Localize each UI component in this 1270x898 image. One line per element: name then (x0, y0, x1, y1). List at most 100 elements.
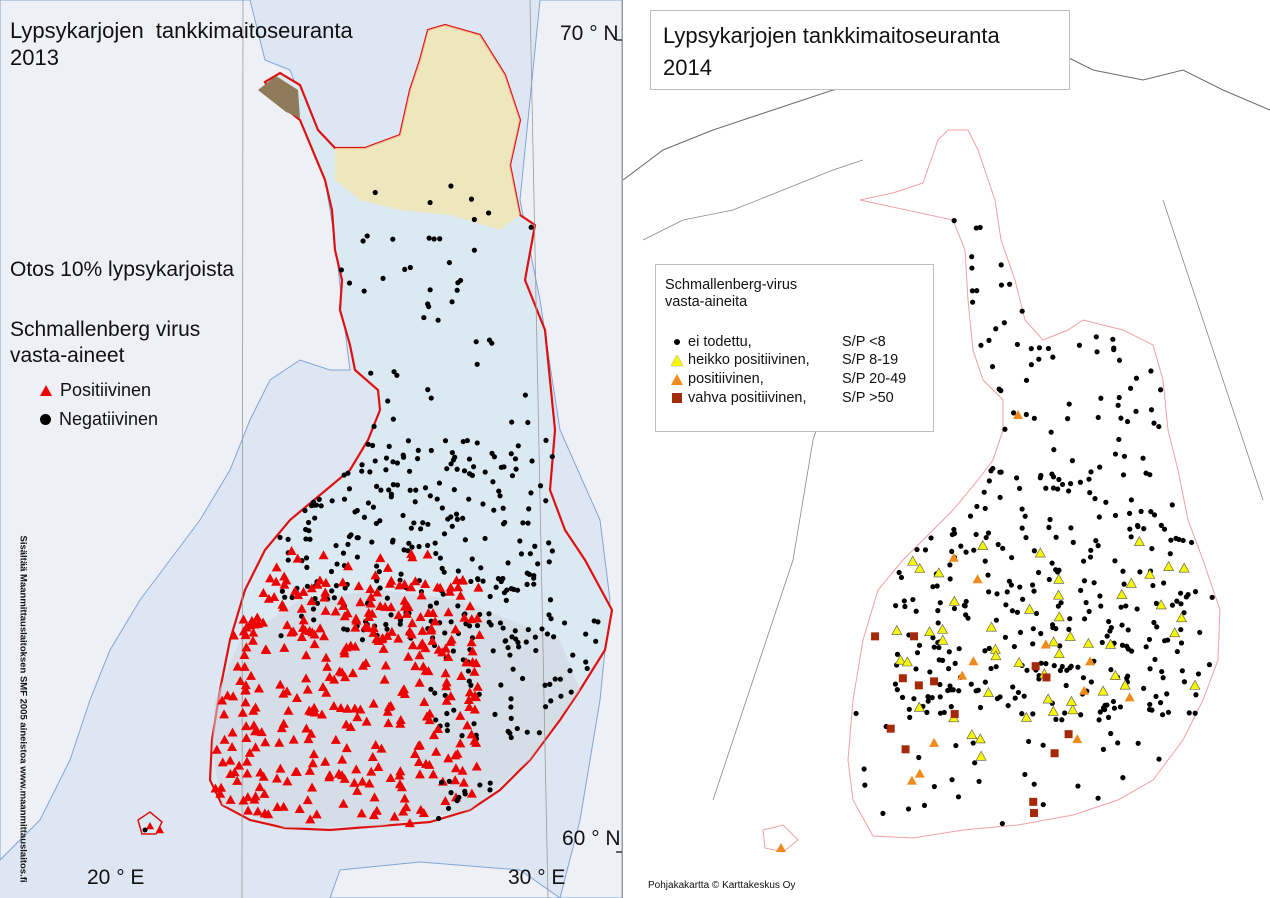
positive-point (278, 801, 289, 811)
positive-point (319, 592, 330, 602)
negative-point (989, 364, 996, 370)
negative-point (1169, 602, 1176, 608)
negative-point (341, 626, 347, 632)
negative-point (906, 706, 912, 712)
weak-positive-point (1176, 612, 1188, 623)
negative-point (1055, 486, 1061, 492)
negative-point (1177, 590, 1184, 596)
negative-point (1116, 394, 1122, 401)
positive-point (366, 592, 377, 602)
observation-points-2014 (776, 218, 1215, 852)
negative-point (1148, 509, 1154, 515)
negative-point (360, 238, 366, 244)
negative-point (398, 571, 404, 577)
map-2014-legend: Schmallenberg-virus vasta-aineita ei tod… (655, 264, 934, 432)
positive-point (455, 738, 466, 748)
negative-point (935, 620, 941, 626)
negative-point (985, 530, 992, 536)
positive-point (462, 720, 473, 730)
brown-square-icon (672, 393, 682, 403)
negative-point (492, 711, 498, 717)
positive-point (398, 806, 409, 816)
positive-point (314, 575, 325, 585)
negative-point (523, 639, 529, 645)
positive-point (467, 657, 478, 667)
negative-point (1031, 415, 1037, 421)
negative-point (1121, 581, 1127, 587)
negative-point (471, 247, 477, 253)
positive-point (445, 691, 456, 701)
negative-point (425, 301, 431, 307)
negative-point (390, 459, 396, 465)
legend-item-positive: positiivinen, S/P 20-49 (670, 370, 906, 388)
negative-point (312, 596, 318, 602)
strong-positive-point (1029, 797, 1038, 806)
positive-point (304, 765, 315, 775)
negative-point (345, 470, 351, 476)
negative-point (428, 686, 434, 692)
positive-point (376, 743, 387, 753)
positive-point (356, 808, 367, 818)
negative-point (1149, 545, 1155, 552)
negative-point (894, 687, 900, 693)
positive-point (414, 769, 425, 779)
negative-point (1174, 598, 1180, 604)
positive-point (290, 766, 301, 776)
positive-point (338, 798, 349, 808)
negative-point (1065, 488, 1072, 494)
weak-positive-point (1097, 685, 1109, 696)
positive-point (302, 795, 313, 805)
negative-point (955, 794, 962, 800)
positive-point (252, 726, 263, 736)
negative-point (914, 546, 920, 553)
negative-point (1011, 643, 1017, 650)
negative-point (1095, 414, 1101, 421)
negative-point (354, 507, 360, 514)
negative-point (406, 468, 413, 474)
negative-point (480, 501, 486, 507)
negative-point (978, 342, 984, 348)
negative-point (449, 299, 455, 305)
russia-outline (1162, 199, 1264, 501)
negative-point (486, 210, 492, 216)
negative-point (525, 520, 531, 526)
negative-point (1030, 626, 1036, 632)
negative-point (981, 489, 987, 495)
negative-point (561, 620, 568, 626)
legend-item-positive: Positiivinen (40, 380, 151, 401)
weak-positive-point (1189, 679, 1201, 690)
negative-point (956, 646, 962, 652)
basemap-credit: Pohjakakartta © Karttakeskus Oy (648, 880, 796, 891)
negative-point (368, 370, 374, 376)
lapland-terrain (335, 25, 520, 230)
negative-point (374, 563, 380, 569)
positive-point (428, 769, 439, 779)
negative-point (498, 682, 504, 688)
negative-point (969, 288, 976, 294)
negative-point (557, 676, 563, 682)
positive-point (217, 757, 228, 767)
positive-point (1079, 685, 1090, 695)
negative-point (1080, 675, 1087, 681)
negative-point (1031, 548, 1037, 554)
strong-positive-point (871, 632, 880, 641)
negative-point (329, 498, 335, 504)
positive-point (349, 777, 360, 787)
negative-point (503, 597, 509, 603)
positive-point (399, 595, 410, 605)
legend-item-not-detected: ei todettu, S/P <8 (670, 333, 886, 351)
strong-positive-point (1050, 749, 1059, 758)
aland-outline (762, 824, 799, 853)
negative-point (514, 725, 520, 732)
negative-point (546, 540, 552, 546)
negative-point (394, 372, 400, 378)
positive-point (306, 596, 317, 606)
negative-point (997, 469, 1003, 475)
positive-point (219, 734, 230, 744)
negative-point (1022, 513, 1028, 519)
negative-point (1159, 712, 1166, 718)
negative-point (963, 598, 969, 605)
negative-point (982, 648, 988, 654)
negative-point (414, 456, 421, 462)
positive-point (319, 631, 330, 641)
